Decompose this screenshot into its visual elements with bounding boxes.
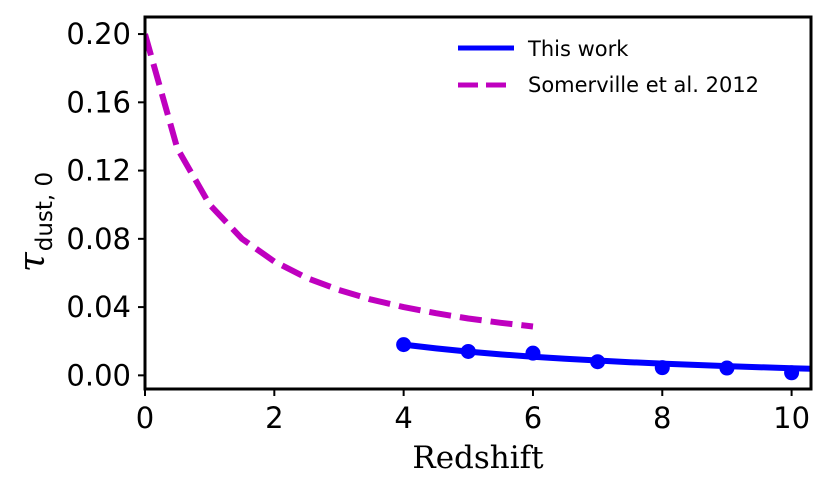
x-tick-label: 4 bbox=[394, 401, 412, 435]
x-axis: 0 2 4 6 8 10 bbox=[136, 389, 810, 435]
data-point bbox=[460, 343, 476, 359]
legend-label-this-work: This work bbox=[527, 37, 629, 61]
x-tick-label: 2 bbox=[265, 401, 283, 435]
data-point bbox=[784, 365, 800, 381]
axes-frame bbox=[143, 15, 813, 391]
x-tick-label: 10 bbox=[773, 401, 810, 435]
data-point bbox=[654, 360, 670, 376]
y-tick-label: 0.16 bbox=[66, 85, 131, 119]
data-point bbox=[525, 345, 541, 361]
legend-label-somerville: Somerville et al. 2012 bbox=[528, 73, 759, 97]
y-axis-title-main: τ bbox=[12, 251, 53, 272]
x-axis-title: Redshift bbox=[412, 440, 544, 476]
y-tick-label: 0.04 bbox=[66, 290, 131, 324]
x-tick-label: 6 bbox=[524, 401, 542, 435]
data-point bbox=[396, 337, 412, 353]
data-point bbox=[719, 360, 735, 376]
plot-area bbox=[145, 33, 811, 381]
y-axis-title: τdust, 0 bbox=[12, 172, 58, 272]
series-line-somerville bbox=[145, 33, 534, 330]
data-point bbox=[590, 354, 606, 370]
x-tick-label: 0 bbox=[136, 401, 154, 435]
y-tick-label: 0.08 bbox=[66, 222, 131, 256]
legend: This work Somerville et al. 2012 bbox=[458, 37, 759, 97]
y-axis-title-sub: dust, 0 bbox=[32, 172, 58, 251]
y-tick-label: 0.00 bbox=[66, 358, 131, 392]
y-axis: 0.00 0.04 0.08 0.12 0.16 0.20 bbox=[66, 17, 145, 392]
x-tick-label: 8 bbox=[653, 401, 671, 435]
y-tick-label: 0.20 bbox=[66, 17, 131, 51]
y-tick-label: 0.12 bbox=[66, 154, 131, 188]
